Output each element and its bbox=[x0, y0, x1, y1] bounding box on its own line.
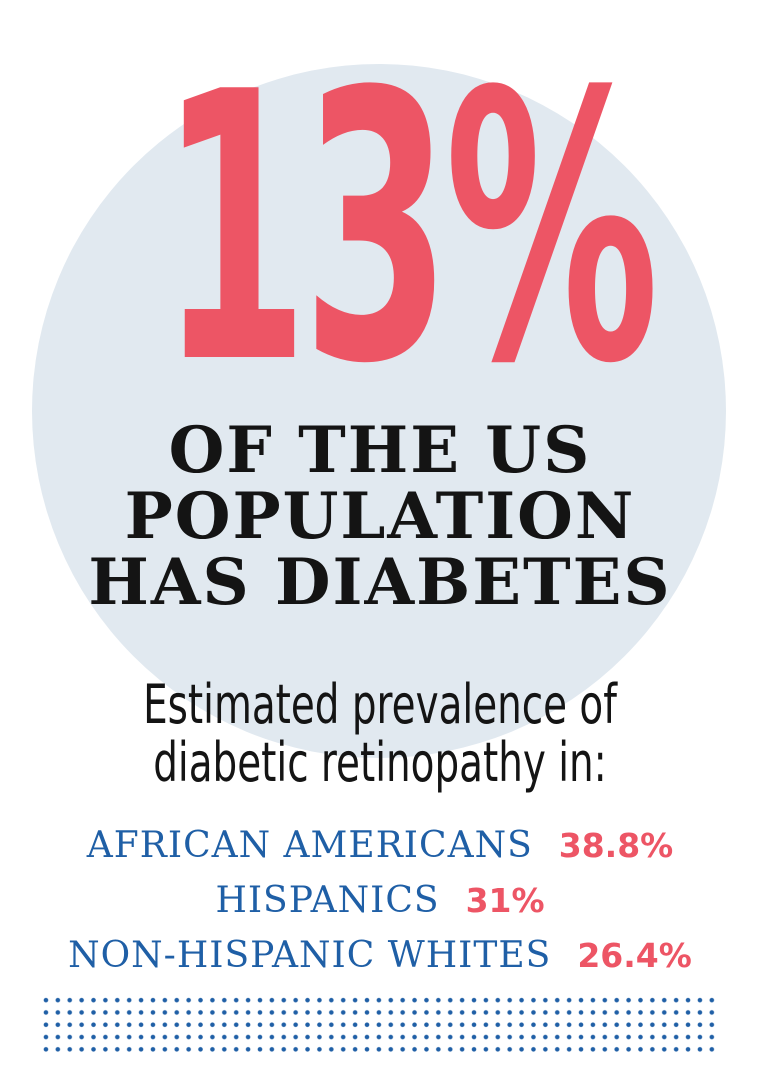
subheading-line-1: Estimated prevalence of bbox=[143, 673, 617, 736]
stat-label: NON-HISPANIC WHITES bbox=[68, 935, 552, 976]
stat-row-african-americans: AFRICAN AMERICANS 38.8% bbox=[0, 818, 760, 873]
headline-line-3: HAS DIABETES bbox=[88, 545, 672, 620]
stats-list: AFRICAN AMERICANS 38.8% HISPANICS 31% NON-… bbox=[0, 818, 760, 983]
dot-pattern-decoration bbox=[40, 994, 720, 1056]
big-percentage: 13% bbox=[159, 15, 660, 445]
subheading-line-2: diabetic retinopathy in: bbox=[153, 731, 607, 794]
headline: OF THE US POPULATION HAS DIABETES bbox=[0, 418, 760, 616]
stat-value: 31% bbox=[465, 881, 545, 920]
stat-label: AFRICAN AMERICANS bbox=[86, 825, 533, 866]
headline-line-1: OF THE US bbox=[168, 413, 592, 488]
stat-label: HISPANICS bbox=[215, 880, 440, 921]
stat-row-non-hispanic-whites: NON-HISPANIC WHITES 26.4% bbox=[0, 928, 760, 983]
stat-value: 26.4% bbox=[577, 936, 692, 975]
stat-row-hispanics: HISPANICS 31% bbox=[0, 873, 760, 928]
background-circle bbox=[32, 64, 726, 758]
headline-line-2: POPULATION bbox=[124, 479, 636, 554]
subheading: Estimated prevalence of diabetic retinop… bbox=[106, 676, 653, 792]
stat-value: 38.8% bbox=[558, 826, 674, 865]
